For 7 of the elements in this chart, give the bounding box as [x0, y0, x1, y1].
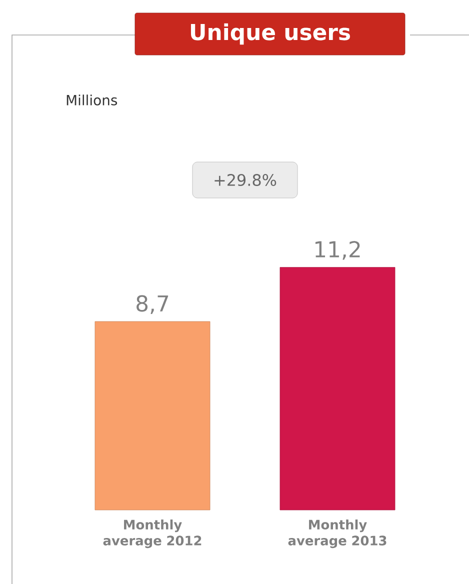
text: +29.8%	[214, 174, 276, 186]
chart-title: Unique users	[190, 23, 350, 45]
x-tick-label: Monthly average 2013	[288, 520, 386, 548]
x-tick-label: Monthly average 2012	[103, 520, 202, 548]
text: Millions	[66, 94, 118, 106]
data-label: 8,7	[136, 295, 168, 314]
data-label: 11,2	[316, 240, 360, 260]
